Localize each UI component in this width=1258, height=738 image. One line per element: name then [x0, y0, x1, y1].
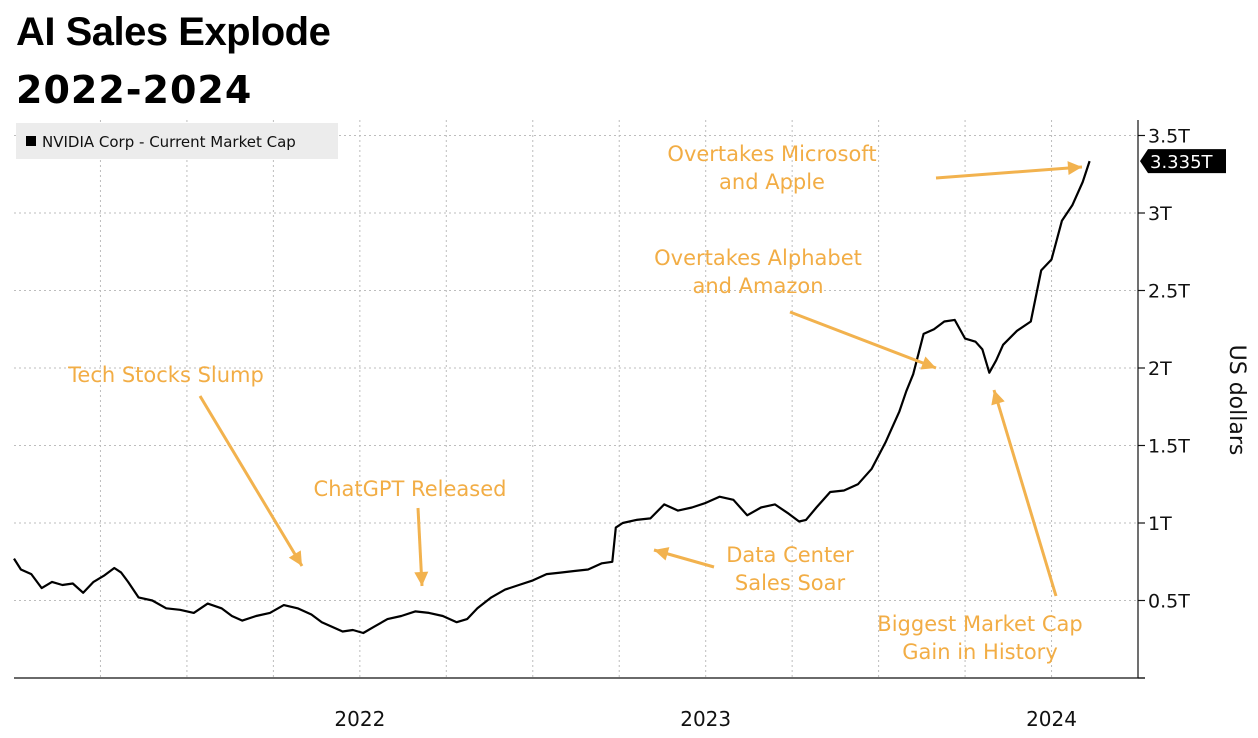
annotation-arrow — [935, 165, 1083, 180]
y-tick-label: 2T — [1148, 358, 1172, 380]
annotation-label: Data Center Sales Soar — [726, 543, 854, 595]
x-tick-label: 2023 — [680, 707, 731, 731]
legend: NVIDIA Corp - Current Market Cap — [16, 123, 338, 159]
legend-background — [16, 123, 338, 159]
annotation-label: Overtakes Alphabet and Amazon — [654, 246, 862, 298]
annotation-label: Tech Stocks Slump — [67, 363, 264, 387]
y-axis: 0.5T 1T 1.5T 2T 2.5T 3T 3.5T — [1137, 120, 1190, 679]
y-axis-title: US dollars — [1224, 345, 1249, 456]
series-line — [13, 160, 1091, 635]
y-tick-label: 1.5T — [1148, 436, 1190, 458]
y-tick-label: 2.5T — [1148, 281, 1190, 303]
annotation-label: Overtakes Microsoft and Apple — [667, 142, 876, 194]
annotation-label: Biggest Market Cap Gain in History — [877, 612, 1082, 664]
annotation-arrowhead — [920, 356, 936, 370]
annotation-arrowhead — [1067, 161, 1082, 176]
annotation-arrow — [992, 389, 1058, 597]
x-tick-label: 2024 — [1026, 707, 1077, 731]
annotation-arrowhead — [654, 547, 670, 561]
chart-title: AI Sales Explode — [16, 10, 331, 54]
y-tick-label: 1T — [1148, 513, 1172, 535]
legend-entry-label: NVIDIA Corp - Current Market Cap — [42, 133, 296, 151]
y-tick-label: 3.5T — [1148, 126, 1190, 148]
series-line-group — [13, 160, 1091, 635]
legend-swatch — [26, 136, 36, 146]
x-tick-label: 2022 — [334, 707, 385, 731]
annotation-label: ChatGPT Released — [314, 477, 507, 501]
x-axis: 2022 2023 2024 — [14, 677, 1145, 731]
grid — [14, 120, 1138, 678]
annotation-arrowhead — [991, 390, 1005, 406]
annotation-arrow — [789, 310, 937, 370]
annotation-arrowhead — [288, 550, 302, 566]
y-tick-label: 0.5T — [1148, 591, 1190, 613]
last-value-badge-bg — [1140, 149, 1226, 174]
annotations: Tech Stocks Slump ChatGPT Released Data Ce… — [67, 142, 1083, 664]
last-value-label: 3.335T — [1150, 152, 1214, 173]
chart-subtitle: 2022-2024 — [16, 68, 253, 112]
y-tick-label: 3T — [1148, 203, 1172, 225]
last-value-badge: 3.335T — [1140, 149, 1226, 174]
annotation-arrow — [198, 395, 304, 567]
annotation-arrowhead — [414, 571, 429, 586]
